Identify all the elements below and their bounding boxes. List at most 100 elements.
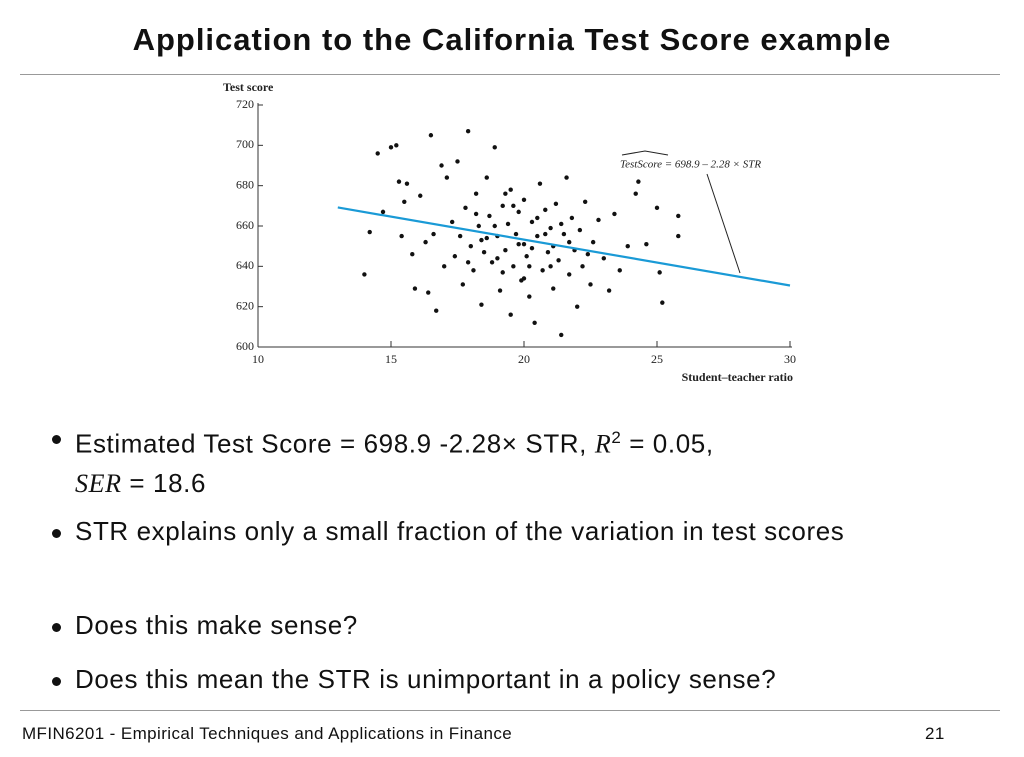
y-axis-label: Test score: [223, 80, 274, 94]
slide-title: Application to the California Test Score…: [132, 22, 892, 57]
scatter-point: [564, 175, 569, 180]
scatter-point: [503, 248, 508, 253]
scatter-point: [529, 219, 535, 225]
scatter-point: [396, 179, 402, 184]
scatter-point: [492, 145, 497, 150]
scatter-point: [588, 282, 593, 287]
scatter-point: [492, 223, 497, 229]
scatter-point: [473, 211, 479, 217]
x-tick-label: 10: [252, 352, 264, 366]
x-tick-label: 25: [651, 352, 663, 366]
scatter-point: [633, 191, 638, 196]
scatter-point: [442, 264, 447, 269]
scatter-point: [497, 288, 503, 293]
scatter-point: [551, 286, 556, 291]
scatter-point: [617, 268, 622, 273]
scatter-point: [575, 304, 580, 309]
scatter-point: [465, 129, 471, 134]
scatter-point: [535, 233, 540, 239]
annotation-leader: [706, 173, 741, 274]
scatter-point: [362, 272, 367, 277]
scatter-point: [511, 203, 516, 209]
scatter-point: [527, 264, 532, 269]
bullet-text: = 18.6: [129, 467, 207, 498]
scatter-point: [463, 205, 468, 211]
scatter-point: [511, 264, 516, 269]
scatter-point: [457, 233, 463, 239]
scatter-point: [481, 250, 487, 255]
scatter-point: [590, 239, 596, 245]
scatter-point: [412, 286, 418, 291]
scatter-point: [508, 312, 513, 317]
scatter-point: [548, 264, 553, 269]
footer-rule: [20, 710, 1000, 711]
math: SER: [75, 468, 122, 498]
bullet: Does this mean the STR is unimportant in…: [52, 660, 955, 699]
y-tick-label: 620: [236, 298, 254, 312]
scatter-point: [428, 133, 434, 138]
fit-line: [337, 206, 791, 287]
scatter-point: [625, 243, 630, 249]
scatter-point: [556, 258, 561, 263]
bullet: STR explains only a small fraction of th…: [52, 512, 955, 551]
scatter-point: [489, 260, 495, 265]
scatter-point: [484, 175, 489, 180]
scatter-point: [434, 308, 439, 313]
scatter-point: [476, 223, 481, 229]
x-tick-label: 15: [385, 352, 397, 366]
scatter-point: [660, 300, 665, 305]
scatter-point: [567, 272, 572, 277]
y-tick-label: 600: [236, 339, 254, 353]
bullet-text: Estimated Test Score = 698.9 -2.28× STR,: [75, 428, 587, 459]
scatter-point: [529, 245, 535, 251]
scatter-point: [532, 320, 537, 325]
scatter-point: [426, 290, 431, 295]
scatter-point: [521, 241, 527, 247]
scatter-point: [676, 233, 681, 239]
scatter-point: [636, 179, 641, 184]
scatter-point: [676, 213, 681, 219]
bullet: Does this make sense?: [52, 606, 955, 645]
scatter-point: [449, 219, 455, 225]
scatter-point: [577, 227, 583, 233]
scatter-point: [404, 181, 410, 186]
scatter-point: [380, 209, 386, 215]
scatter-point: [559, 332, 564, 338]
hat: [621, 150, 669, 156]
scatter-point: [585, 252, 591, 257]
scatter-point: [601, 256, 606, 261]
scatter-point: [524, 254, 529, 259]
scatter-point: [388, 145, 394, 150]
scatter-point: [508, 187, 513, 192]
scatter-point: [460, 282, 466, 287]
scatter-point: [545, 250, 551, 255]
scatter-point: [559, 221, 564, 227]
scatter-point: [431, 231, 436, 237]
scatter-point: [644, 241, 649, 247]
scatter-point: [418, 193, 423, 198]
scatter-point: [540, 268, 545, 273]
scatter-point: [543, 207, 548, 213]
scatter-point: [537, 181, 543, 186]
scatter-point: [503, 191, 508, 196]
footer-text: MFIN6201 - Empirical Techniques and Appl…: [22, 724, 513, 743]
math: R: [594, 429, 612, 459]
scatter-point: [606, 288, 612, 293]
scatter-point: [444, 175, 450, 180]
y-tick-label: 700: [236, 137, 254, 151]
x-tick-label: 30: [784, 352, 796, 366]
scatter-point: [567, 239, 572, 245]
scatter-point: [505, 221, 511, 227]
scatter-point: [561, 231, 567, 237]
scatter-point: [582, 199, 588, 204]
scatter-point: [487, 213, 492, 219]
scatter-point: [553, 201, 559, 207]
scatter-point: [479, 302, 484, 307]
scatter-point: [657, 270, 662, 275]
scatter-point: [471, 268, 476, 273]
scatter-point: [465, 260, 471, 265]
scatter-point: [452, 254, 458, 259]
scatter-point: [580, 264, 585, 269]
